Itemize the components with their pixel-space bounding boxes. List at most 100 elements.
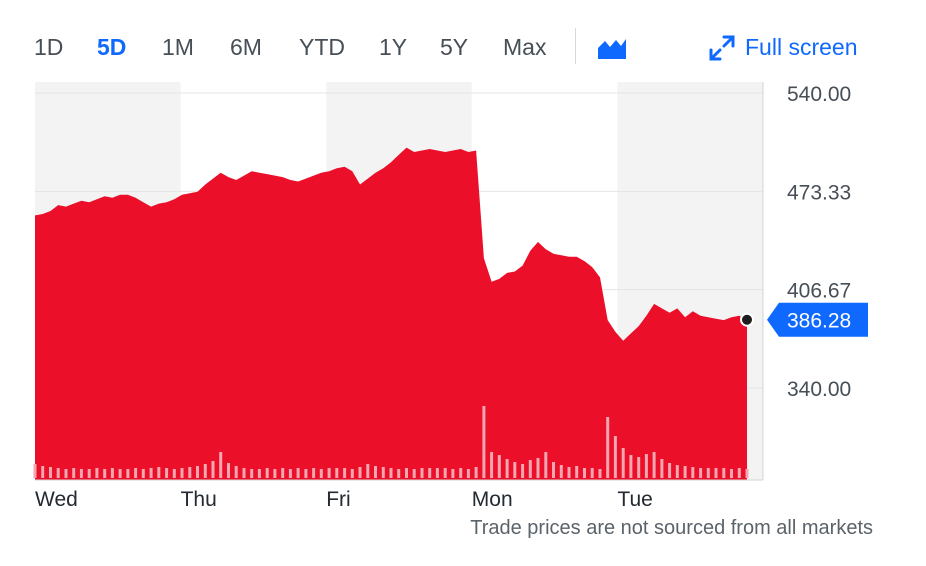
volume-bar bbox=[110, 468, 114, 478]
volume-bar bbox=[374, 466, 377, 478]
volume-bar bbox=[319, 469, 323, 478]
range-tab-5y[interactable]: 5Y bbox=[440, 34, 469, 60]
volume-bar bbox=[95, 468, 99, 478]
volume-bar bbox=[420, 468, 424, 478]
range-tab-ytd[interactable]: YTD bbox=[299, 34, 345, 60]
x-tick-label: Mon bbox=[472, 488, 513, 511]
volume-bar bbox=[41, 466, 45, 478]
range-tab-1y[interactable]: 1Y bbox=[379, 34, 408, 60]
volume-bar bbox=[730, 469, 733, 478]
volume-bar bbox=[397, 469, 401, 478]
volume-bar bbox=[257, 469, 261, 478]
volume-bar bbox=[513, 462, 517, 478]
volume-bar bbox=[443, 468, 447, 478]
x-tick-label: Fri bbox=[326, 488, 351, 511]
volume-bar bbox=[273, 469, 277, 478]
volume-bar bbox=[211, 461, 215, 478]
price-area bbox=[35, 147, 747, 480]
volume-bar bbox=[412, 469, 416, 478]
last-price-dot bbox=[740, 312, 754, 327]
volume-bar bbox=[598, 469, 602, 478]
volume-bar bbox=[567, 467, 571, 478]
volume-bar bbox=[706, 468, 710, 478]
volume-bar bbox=[281, 468, 285, 478]
volume-bar bbox=[613, 436, 617, 478]
y-tick-label: 406.67 bbox=[787, 280, 851, 303]
fullscreen-label: Full screen bbox=[745, 34, 858, 60]
volume-bar bbox=[366, 464, 370, 478]
volume-bar bbox=[56, 468, 60, 478]
range-tab-6m[interactable]: 6M bbox=[230, 34, 262, 60]
volume-bar bbox=[575, 466, 579, 478]
volume-bar bbox=[428, 468, 432, 478]
x-tick-label: Wed bbox=[35, 488, 78, 511]
volume-bar bbox=[691, 467, 695, 478]
volume-bar bbox=[521, 464, 525, 478]
y-tick-label: 473.33 bbox=[787, 181, 851, 204]
volume-bar bbox=[49, 467, 52, 478]
volume-bar bbox=[157, 467, 161, 478]
volume-bar bbox=[621, 448, 625, 478]
volume-bar bbox=[250, 469, 254, 478]
volume-bar bbox=[64, 469, 68, 478]
volume-bar bbox=[304, 469, 308, 478]
volume-bar bbox=[544, 452, 548, 478]
volume-bar bbox=[343, 468, 347, 478]
volume-bar bbox=[134, 468, 138, 478]
range-tab-1m[interactable]: 1M bbox=[162, 34, 194, 60]
volume-bar bbox=[536, 458, 540, 478]
volume-bar bbox=[288, 469, 292, 478]
volume-bar bbox=[528, 460, 532, 478]
volume-bar bbox=[459, 468, 463, 478]
volume-bar bbox=[196, 466, 199, 478]
volume-bar bbox=[629, 455, 633, 478]
x-tick-label: Thu bbox=[181, 488, 217, 511]
volume-bar bbox=[180, 468, 184, 478]
volume-bar bbox=[126, 469, 130, 478]
volume-bar bbox=[668, 463, 672, 478]
volume-bar bbox=[149, 468, 153, 478]
volume-bar bbox=[714, 468, 718, 478]
volume-bar bbox=[660, 459, 664, 478]
volume-bar bbox=[505, 459, 509, 478]
volume-bar bbox=[606, 417, 610, 478]
volume-bar bbox=[381, 467, 385, 478]
last-price-badge bbox=[767, 302, 868, 337]
range-tab-1d[interactable]: 1D bbox=[34, 34, 64, 60]
volume-bar bbox=[327, 468, 331, 478]
last-price-label: 386.28 bbox=[787, 310, 851, 333]
volume-bar bbox=[72, 468, 76, 478]
volume-bar bbox=[296, 468, 300, 478]
volume-bar bbox=[490, 452, 494, 478]
volume-bar bbox=[683, 466, 687, 478]
volume-bar bbox=[637, 457, 641, 478]
mountain-chart-icon[interactable] bbox=[597, 36, 627, 60]
volume-bar bbox=[265, 468, 269, 478]
range-tab-5d[interactable]: 5D bbox=[97, 34, 127, 60]
volume-bar bbox=[389, 468, 393, 478]
volume-bar bbox=[466, 469, 470, 478]
volume-bar bbox=[87, 469, 91, 478]
y-tick-label: 340.00 bbox=[787, 378, 851, 401]
volume-bar bbox=[745, 469, 749, 478]
volume-bar bbox=[590, 468, 594, 478]
volume-bar bbox=[335, 468, 339, 478]
volume-bar bbox=[172, 469, 176, 478]
volume-bar bbox=[219, 452, 223, 478]
volume-bar bbox=[358, 467, 362, 478]
volume-bar bbox=[699, 468, 703, 478]
range-selector: 1D 5D 1M 6M YTD 1Y 5Y Max Full screen bbox=[0, 28, 926, 66]
volume-bar bbox=[242, 468, 246, 478]
volume-bar bbox=[451, 469, 455, 478]
volume-bar bbox=[737, 468, 741, 478]
volume-bar bbox=[435, 468, 439, 478]
y-tick-label: 540.00 bbox=[787, 83, 851, 106]
volume-bar bbox=[583, 468, 586, 478]
footnote: Trade prices are not sourced from all ma… bbox=[470, 517, 873, 539]
volume-bar bbox=[644, 454, 648, 478]
range-tab-max[interactable]: Max bbox=[503, 34, 547, 60]
volume-bar bbox=[33, 464, 37, 478]
volume-bar bbox=[722, 468, 726, 478]
toolbar-divider bbox=[575, 28, 576, 64]
